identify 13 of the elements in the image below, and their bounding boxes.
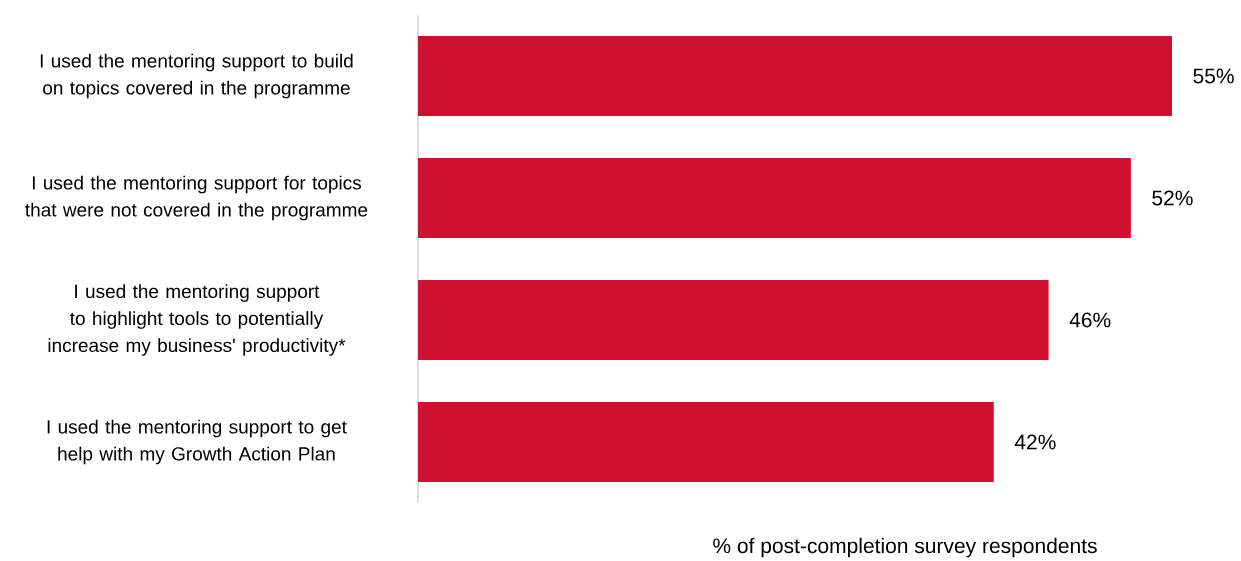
x-axis-title: % of post-completion survey respondents [713, 537, 1097, 558]
data-label: 42% [1014, 434, 1056, 450]
bar [418, 158, 1131, 238]
bar [418, 401, 994, 482]
bar [418, 36, 1172, 116]
data-label: 55% [1193, 68, 1234, 84]
y-tick-label: I used the mentoring support to build on topics covered in the programme [40, 53, 353, 99]
y-tick-label: I used the mentoring support to get help with my Growth Action Plan [47, 419, 347, 465]
y-tick-label: I used the mentoring support for topics that were not covered in the programme [25, 175, 368, 221]
bar [418, 279, 1049, 360]
data-label: 52% [1152, 190, 1193, 206]
y-tick-label: I used the mentoring support to highlight tools to potentially increase my business' productivity* [48, 284, 346, 356]
data-label: 46% [1069, 312, 1111, 328]
